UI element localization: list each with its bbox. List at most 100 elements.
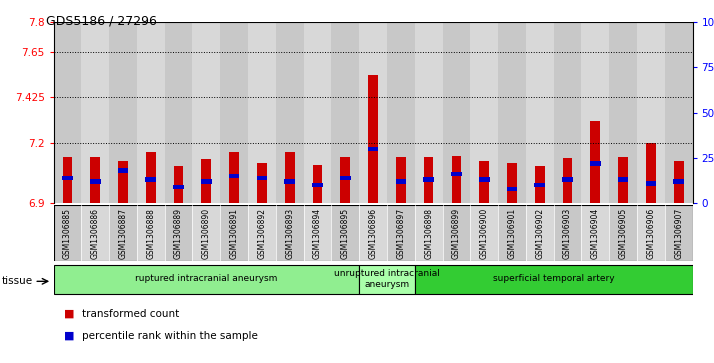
Bar [471, 205, 498, 261]
Bar [368, 75, 378, 203]
Bar [276, 22, 303, 203]
Bar [248, 22, 276, 203]
Bar [590, 161, 600, 166]
Bar [54, 22, 81, 203]
Bar [137, 22, 165, 203]
Bar [553, 22, 581, 203]
Bar [415, 22, 443, 203]
Bar [340, 176, 351, 180]
Bar [526, 22, 553, 203]
Bar [285, 152, 295, 203]
Bar [220, 205, 248, 261]
Text: unruptured intracranial
aneurysm: unruptured intracranial aneurysm [334, 269, 440, 289]
Bar [331, 205, 359, 261]
Bar [109, 22, 137, 203]
Bar [331, 22, 359, 203]
Text: GSM1306885: GSM1306885 [63, 208, 72, 259]
Bar [553, 205, 581, 261]
Bar [54, 265, 359, 294]
Text: GSM1306905: GSM1306905 [618, 208, 628, 259]
Bar [118, 161, 128, 203]
Text: tissue: tissue [1, 276, 33, 286]
Bar [54, 205, 81, 261]
Bar [387, 205, 415, 261]
Bar [471, 22, 498, 203]
Bar [81, 205, 109, 261]
Text: GSM1306895: GSM1306895 [341, 208, 350, 259]
Bar [137, 205, 165, 261]
Bar [645, 181, 656, 185]
Text: GSM1306891: GSM1306891 [230, 208, 238, 259]
Bar [665, 205, 693, 261]
Bar [165, 22, 193, 203]
Bar [581, 205, 609, 261]
Bar [451, 156, 461, 203]
Bar [396, 179, 406, 184]
Bar [313, 165, 322, 203]
Text: GSM1306896: GSM1306896 [368, 208, 378, 259]
Text: transformed count: transformed count [82, 309, 179, 319]
Bar [146, 178, 156, 182]
Bar [423, 178, 434, 182]
Bar [581, 22, 609, 203]
Text: GSM1306907: GSM1306907 [674, 208, 683, 259]
Bar [341, 157, 350, 203]
Bar [387, 22, 415, 203]
Bar [220, 22, 248, 203]
Text: GSM1306901: GSM1306901 [508, 208, 516, 259]
Text: GSM1306886: GSM1306886 [91, 208, 100, 259]
Text: GSM1306892: GSM1306892 [258, 208, 266, 259]
Bar [276, 205, 303, 261]
Bar [673, 179, 684, 184]
Bar [359, 22, 387, 203]
Text: ■: ■ [64, 309, 75, 319]
Bar [637, 205, 665, 261]
Bar [303, 22, 331, 203]
Bar [609, 22, 637, 203]
Bar [535, 166, 545, 203]
Bar [193, 205, 220, 261]
Bar [637, 22, 665, 203]
Bar [498, 22, 526, 203]
Bar [201, 159, 211, 203]
Text: GDS5186 / 27296: GDS5186 / 27296 [46, 15, 157, 28]
Text: GSM1306904: GSM1306904 [591, 208, 600, 259]
Bar [396, 157, 406, 203]
Text: GSM1306900: GSM1306900 [480, 208, 488, 259]
Bar [312, 183, 323, 187]
Text: GSM1306893: GSM1306893 [285, 208, 294, 259]
Bar [443, 22, 471, 203]
Bar [118, 168, 129, 173]
Bar [63, 157, 72, 203]
Text: ruptured intracranial aneurysm: ruptured intracranial aneurysm [135, 274, 278, 284]
Bar [674, 161, 683, 203]
Bar [609, 205, 637, 261]
Bar [451, 172, 462, 176]
Bar [443, 205, 471, 261]
Bar [229, 152, 239, 203]
Text: GSM1306894: GSM1306894 [313, 208, 322, 259]
Text: GSM1306887: GSM1306887 [119, 208, 128, 259]
Bar [415, 265, 693, 294]
Bar [507, 163, 517, 203]
Text: GSM1306890: GSM1306890 [202, 208, 211, 259]
Bar [228, 174, 239, 178]
Bar [201, 179, 212, 184]
Bar [90, 179, 101, 184]
Text: GSM1306889: GSM1306889 [174, 208, 183, 259]
Bar [359, 205, 387, 261]
Bar [424, 157, 433, 203]
Bar [62, 176, 73, 180]
Bar [359, 265, 415, 294]
Bar [284, 179, 295, 184]
Bar [248, 205, 276, 261]
Bar [526, 205, 553, 261]
Bar [165, 205, 193, 261]
Bar [257, 163, 267, 203]
Bar [146, 152, 156, 203]
Bar [665, 22, 693, 203]
Bar [368, 147, 378, 151]
Text: GSM1306903: GSM1306903 [563, 208, 572, 259]
Bar [303, 205, 331, 261]
Bar [479, 161, 489, 203]
